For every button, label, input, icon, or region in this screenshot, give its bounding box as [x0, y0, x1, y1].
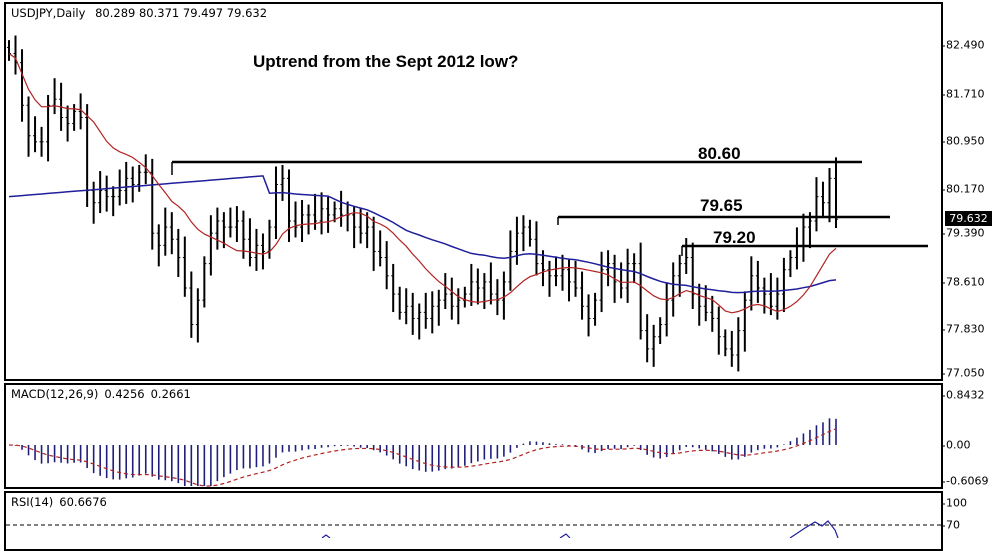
price-chart-plot [7, 35, 928, 372]
symbol-label: USDJPY,Daily [11, 6, 86, 20]
price-tick: 77.050 [942, 366, 985, 380]
price-tick: 81.710 [942, 87, 985, 101]
ohlc-values: 80.289 80.371 79.497 79.632 [95, 6, 268, 20]
price-tick: 80.170 [942, 182, 985, 196]
level-label-79-20: 79.20 [713, 228, 756, 247]
macd-value: 0.4256 [104, 387, 145, 401]
rsi-tick: 100 [942, 496, 967, 510]
current-price-tag: 79.632 [945, 211, 992, 226]
rsi-panel[interactable]: RSI(14) 60.6676 [4, 491, 943, 551]
price-tick: 80.950 [942, 134, 985, 148]
price-chart-panel[interactable]: USDJPY,Daily 80.289 80.371 79.497 79.632 [4, 2, 943, 381]
rsi-value: 60.6676 [59, 495, 107, 509]
price-tick: 78.610 [942, 275, 985, 289]
macd-label: MACD(12,26,9) [11, 387, 99, 401]
rsi-label: RSI(14) [11, 495, 54, 509]
macd-tick: 0.00 [942, 438, 971, 452]
rsi-tick: 70 [942, 518, 960, 532]
macd-signal-value: 0.2661 [150, 387, 191, 401]
price-axis[interactable]: 82.490 81.710 80.950 80.170 79.390 78.61… [942, 0, 1001, 381]
price-chart-header: USDJPY,Daily 80.289 80.371 79.497 79.632 [11, 6, 273, 20]
ohlc-bars [7, 35, 838, 372]
macd-tick: -0.6069 [941, 474, 989, 488]
level-label-80-60: 80.60 [698, 144, 741, 163]
macd-axis[interactable]: 0.8432 0.00 -0.6069 [941, 383, 1001, 489]
chart-headline: Uptrend from the Sept 2012 low? [253, 52, 519, 71]
slow-moving-average-line [8, 175, 837, 294]
fast-moving-average-line [8, 53, 837, 314]
macd-tick: 0.8432 [942, 388, 985, 402]
price-tick: 77.830 [942, 322, 985, 336]
level-label-79-65: 79.65 [700, 196, 743, 215]
rsi-header: RSI(14) 60.6676 [11, 495, 113, 509]
macd-panel[interactable]: MACD(12,26,9) 0.4256 0.2661 [4, 383, 943, 489]
rsi-axis[interactable]: 100 70 [942, 491, 1001, 538]
price-tick: 82.490 [942, 38, 985, 52]
macd-header: MACD(12,26,9) 0.4256 0.2661 [11, 387, 197, 401]
price-tick: 79.390 [942, 226, 985, 240]
